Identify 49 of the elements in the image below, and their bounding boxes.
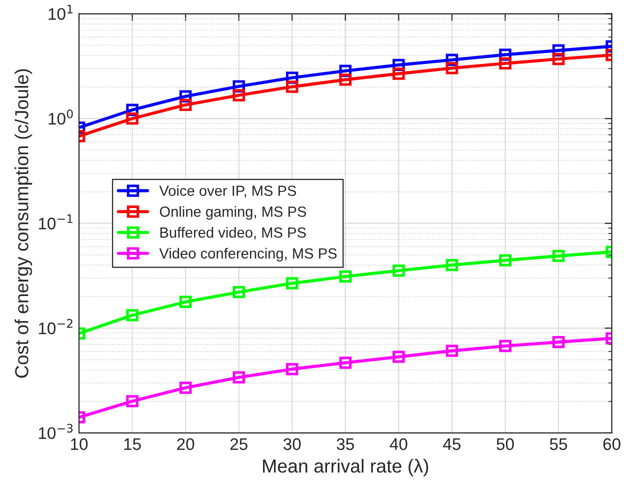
point [499, 340, 512, 352]
point [286, 80, 298, 93]
point [179, 296, 192, 308]
point [552, 250, 565, 262]
x-tick-label: 40 [390, 438, 408, 450]
y-tick-label: 10$^{−1}$ [38, 214, 72, 230]
point [339, 356, 352, 369]
point [499, 57, 512, 70]
point [392, 350, 405, 363]
point [446, 62, 458, 74]
point [552, 336, 565, 348]
point [232, 89, 245, 102]
point [286, 362, 298, 376]
point [232, 371, 245, 384]
y-tick-label: 10$^{−3}$ [38, 424, 73, 440]
y-tick-label: 10$^{1}$ [48, 4, 73, 20]
y-axis-title: Cost of energy consumption (c/Joule) [14, 69, 32, 378]
point [179, 98, 192, 112]
point [446, 258, 458, 272]
point [552, 52, 565, 66]
x-tick-label: 50 [496, 438, 514, 450]
point [179, 382, 192, 394]
x-tick-label: 20 [177, 438, 194, 450]
y-tick-label: 10$^{−2}$ [38, 319, 72, 334]
legend-label: Voice over IP, MS PS [159, 185, 296, 198]
x-tick-label: 45 [443, 438, 461, 450]
x-tick-label: 60 [603, 438, 620, 450]
x-tick-label: 15 [124, 438, 141, 450]
x-tick-label: 25 [230, 438, 248, 450]
point [286, 277, 298, 290]
x-tick-label: 35 [336, 438, 354, 450]
y-tick-label: 10$^{0}$ [48, 109, 73, 125]
x-tick-label: 55 [550, 438, 568, 450]
point [126, 112, 138, 125]
legend-label: Video conferencing, MS PS [159, 248, 337, 262]
point [126, 309, 138, 322]
point [339, 74, 352, 86]
point [126, 395, 138, 408]
point [392, 68, 405, 80]
legend-label: Buffered video, MS PS [160, 227, 306, 240]
point [232, 286, 245, 298]
legend-label: Online gaming, MS PS [160, 206, 306, 220]
point [392, 264, 405, 277]
point [339, 270, 352, 283]
x-tick-label: 30 [283, 438, 301, 450]
x-axis-title: Mean arrival rate (λ) [263, 458, 428, 476]
point [499, 254, 512, 266]
x-tick-label: 10 [71, 438, 88, 450]
point [446, 344, 458, 357]
